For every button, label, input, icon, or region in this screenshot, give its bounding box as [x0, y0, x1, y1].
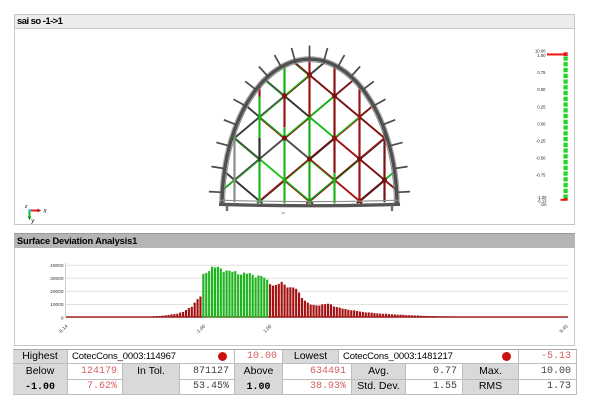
svg-text:0.00: 0.00	[537, 121, 546, 126]
svg-text:cm: cm	[541, 202, 547, 207]
svg-text:-5.14: -5.14	[57, 323, 69, 335]
svg-text:20000: 20000	[50, 289, 64, 295]
svg-text:1.00: 1.00	[537, 53, 546, 58]
svg-text:z: z	[24, 204, 28, 210]
svg-text:x: x	[43, 209, 48, 215]
svg-text:0: 0	[61, 315, 64, 321]
svg-text:1.00: 1.00	[262, 323, 273, 334]
svg-text:-0.25: -0.25	[536, 139, 546, 144]
svg-text:9.43: 9.43	[559, 323, 570, 334]
svg-text:10.00: 10.00	[535, 49, 546, 54]
svg-text:y: y	[30, 218, 35, 224]
svg-text:-1.00: -1.00	[195, 323, 207, 335]
svg-text:-0.75: -0.75	[536, 173, 546, 178]
svg-text:30000: 30000	[50, 276, 64, 282]
svg-text:0.25: 0.25	[537, 104, 546, 109]
svg-text:10000: 10000	[50, 302, 64, 308]
svg-text:0.75: 0.75	[537, 70, 546, 75]
svg-text:40000: 40000	[50, 263, 64, 269]
svg-text:-1.00: -1.00	[537, 195, 547, 200]
svg-text:-0.50: -0.50	[536, 156, 546, 161]
svg-text:0.50: 0.50	[537, 87, 546, 92]
svg-text:-5.13: -5.13	[537, 199, 547, 204]
